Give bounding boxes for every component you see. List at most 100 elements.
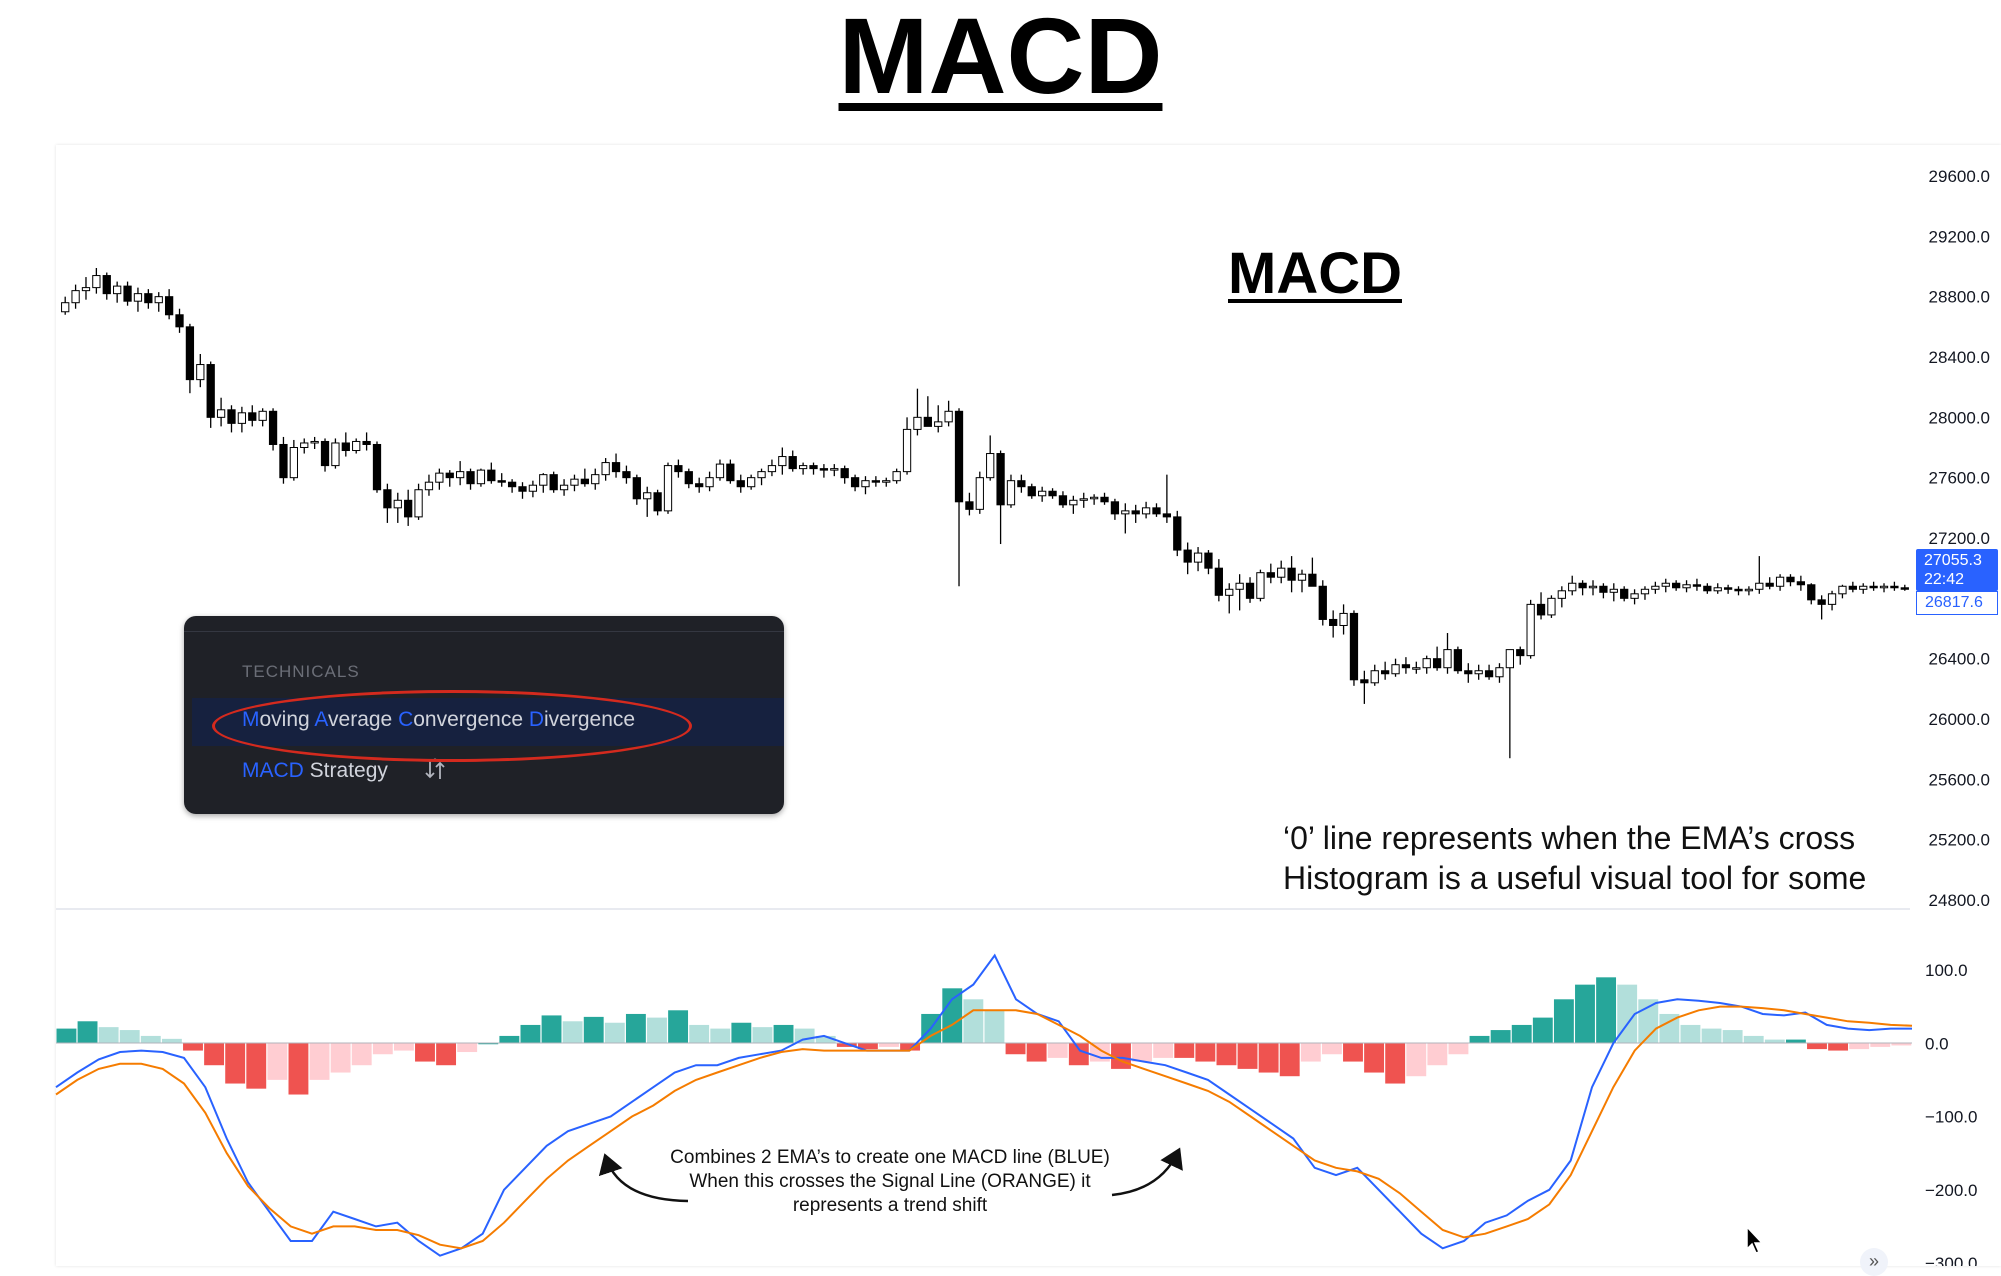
candle-body-up: [601, 462, 610, 476]
histogram-bar: [1469, 1035, 1490, 1044]
candle-body-down: [1162, 513, 1172, 518]
histogram-bar: [140, 1035, 161, 1044]
indicator-item-macd-strategy[interactable]: MACD Strategy: [192, 749, 784, 793]
histogram-bar: [1870, 1043, 1891, 1047]
candle-body-down: [1484, 670, 1494, 678]
candle-body-down: [487, 469, 496, 482]
candle-body-up: [133, 293, 143, 302]
price-axis-tick: 28800.0: [1929, 288, 1990, 307]
candle-body-down: [726, 463, 735, 482]
candle-body-down: [341, 442, 350, 452]
candle-body-down: [1349, 612, 1359, 681]
histogram-bar: [1026, 1043, 1047, 1062]
candle: [113, 281, 122, 303]
candle-body-down: [1516, 649, 1525, 657]
candle-body-up: [1505, 649, 1514, 669]
candle-body-down: [144, 293, 153, 304]
bar-countdown: 22:42: [1924, 571, 1965, 588]
candle: [1256, 569, 1265, 602]
histogram-bar: [1216, 1043, 1237, 1066]
candle: [840, 465, 849, 484]
candle: [1568, 575, 1577, 596]
candle: [996, 450, 1005, 545]
candle-body-down: [1017, 480, 1026, 488]
candle-body-up: [1006, 480, 1016, 506]
candle: [1599, 583, 1608, 599]
candle-body-down: [175, 314, 184, 328]
candle-body-down: [1703, 585, 1712, 592]
candle-body-up: [1557, 590, 1566, 599]
candle-body-up: [1339, 612, 1348, 626]
candle-body-up: [1651, 585, 1660, 590]
candle-body-up: [1141, 507, 1151, 515]
candle: [1048, 488, 1057, 499]
candle-body-up: [830, 468, 839, 471]
candle-body-down: [549, 474, 558, 491]
candle: [1734, 586, 1743, 596]
histogram-bar: [372, 1043, 393, 1055]
candle: [1443, 633, 1452, 674]
histogram-bar: [246, 1043, 267, 1089]
candle: [1672, 580, 1681, 591]
candle: [1089, 494, 1099, 505]
candle: [1058, 491, 1068, 508]
candle: [1297, 569, 1307, 593]
candle-body-down: [404, 499, 413, 518]
candle-body-down: [653, 492, 662, 512]
candle: [289, 439, 298, 481]
histogram-bar: [1849, 1043, 1870, 1050]
candle-body-down: [674, 465, 683, 473]
candle: [1152, 503, 1161, 517]
candle: [1131, 504, 1140, 523]
candle: [1100, 492, 1109, 505]
candle: [1630, 589, 1639, 605]
candle-body-up: [1412, 667, 1421, 670]
candle: [1651, 581, 1660, 594]
note-line-1: ‘0’ line represents when the EMA’s cross: [1283, 820, 1856, 856]
candle-body-up: [1775, 576, 1785, 587]
candle: [934, 405, 943, 433]
histogram-bar: [1511, 1024, 1532, 1044]
histogram-bar: [963, 999, 984, 1044]
scroll-to-realtime-button[interactable]: »: [1860, 1248, 1888, 1276]
candle-body-down: [1110, 501, 1120, 515]
histogram-bar: [1132, 1043, 1153, 1062]
candle: [757, 468, 766, 486]
candle-body-up: [456, 471, 465, 479]
candle-body-up: [300, 442, 309, 449]
candle-body-down: [1318, 585, 1327, 620]
candle: [1620, 586, 1629, 602]
candle-body-down: [1848, 585, 1857, 590]
candle: [882, 477, 891, 487]
candle-body-down: [788, 456, 797, 470]
candle-body-down: [320, 440, 330, 467]
candle-body-up: [113, 285, 122, 295]
candle-body-up: [1879, 585, 1889, 589]
candle-body-up: [1526, 603, 1535, 657]
candle: [164, 289, 174, 320]
candle-body-up: [902, 428, 912, 473]
histogram-bar: [1406, 1043, 1427, 1077]
price-axis-tick: 27600.0: [1929, 469, 1990, 488]
candle: [248, 405, 257, 427]
candle: [1703, 583, 1712, 594]
histogram-bar: [119, 1030, 140, 1044]
candle: [310, 436, 319, 450]
candle-body-up: [1256, 572, 1265, 599]
histogram-bar: [562, 1021, 583, 1044]
candle: [424, 474, 434, 496]
candle-body-down: [227, 409, 236, 424]
candle: [923, 396, 932, 427]
candle-body-up: [310, 440, 319, 444]
candle: [580, 468, 589, 487]
candle-body-down: [372, 443, 382, 491]
candle-body-up: [1297, 573, 1307, 581]
candle: [1339, 604, 1348, 635]
candle: [965, 492, 974, 516]
price-axis-tick: 24800.0: [1929, 891, 1990, 910]
candle: [684, 468, 693, 489]
histogram-bar: [1596, 977, 1617, 1044]
price-axis-tick: 25200.0: [1929, 831, 1990, 850]
candle-body-up: [1547, 597, 1556, 616]
